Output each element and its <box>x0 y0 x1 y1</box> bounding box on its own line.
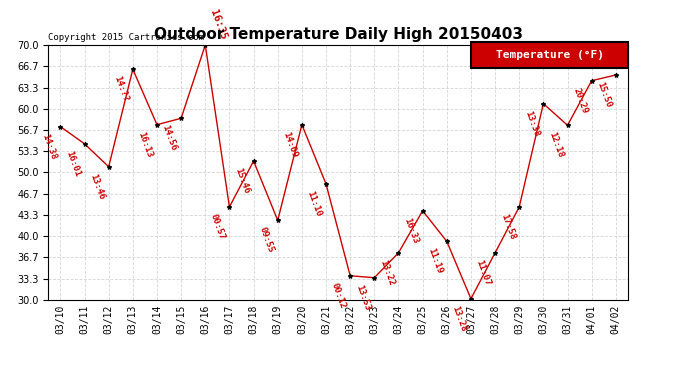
Text: 13:53: 13:53 <box>354 283 371 312</box>
Text: 16:33: 16:33 <box>402 216 420 244</box>
Text: 14:09: 14:09 <box>282 130 299 159</box>
Point <box>200 42 211 48</box>
Text: 11:10: 11:10 <box>306 189 323 218</box>
Point <box>514 204 525 210</box>
Point <box>297 122 308 128</box>
Point <box>152 122 163 128</box>
Text: Copyright 2015 Cartronics.com: Copyright 2015 Cartronics.com <box>48 33 204 42</box>
Point <box>321 181 332 187</box>
Point <box>586 78 598 84</box>
Point <box>176 115 187 121</box>
Point <box>466 296 477 302</box>
Point <box>393 250 404 256</box>
Point <box>273 217 284 223</box>
Text: 13:28: 13:28 <box>451 304 468 333</box>
Text: 00:12: 00:12 <box>330 281 347 310</box>
Point <box>562 122 573 128</box>
Point <box>248 158 259 164</box>
Text: 14:??: 14:?? <box>112 75 130 103</box>
Text: 12:18: 12:18 <box>547 131 564 159</box>
Bar <box>471 42 628 68</box>
Text: 13:22: 13:22 <box>378 258 395 287</box>
Text: Temperature (°F): Temperature (°F) <box>495 50 604 60</box>
Point <box>442 238 453 244</box>
Point <box>611 72 622 78</box>
Text: 11:19: 11:19 <box>426 247 444 275</box>
Text: 16:13: 16:13 <box>137 130 154 159</box>
Point <box>224 204 235 210</box>
Point <box>369 274 380 280</box>
Text: 15:50: 15:50 <box>595 81 613 109</box>
Point <box>128 66 139 72</box>
Point <box>417 208 428 214</box>
Point <box>538 100 549 106</box>
Text: 13:38: 13:38 <box>523 109 540 138</box>
Point <box>345 273 356 279</box>
Point <box>104 164 115 170</box>
Text: 14:38: 14:38 <box>40 132 57 160</box>
Text: 14:56: 14:56 <box>161 124 178 152</box>
Point <box>79 141 90 147</box>
Text: 16:35: 16:35 <box>208 8 228 41</box>
Title: Outdoor Temperature Daily High 20150403: Outdoor Temperature Daily High 20150403 <box>154 27 522 42</box>
Point <box>55 124 66 130</box>
Text: 09:55: 09:55 <box>257 226 275 254</box>
Point <box>490 250 501 256</box>
Text: 13:46: 13:46 <box>88 172 106 201</box>
Text: 11:07: 11:07 <box>475 258 492 287</box>
Text: 20:29: 20:29 <box>571 86 589 115</box>
Text: 17:58: 17:58 <box>499 213 516 241</box>
Text: 16:01: 16:01 <box>64 149 81 178</box>
Text: 15:46: 15:46 <box>233 166 250 195</box>
Text: 00:57: 00:57 <box>209 213 226 241</box>
